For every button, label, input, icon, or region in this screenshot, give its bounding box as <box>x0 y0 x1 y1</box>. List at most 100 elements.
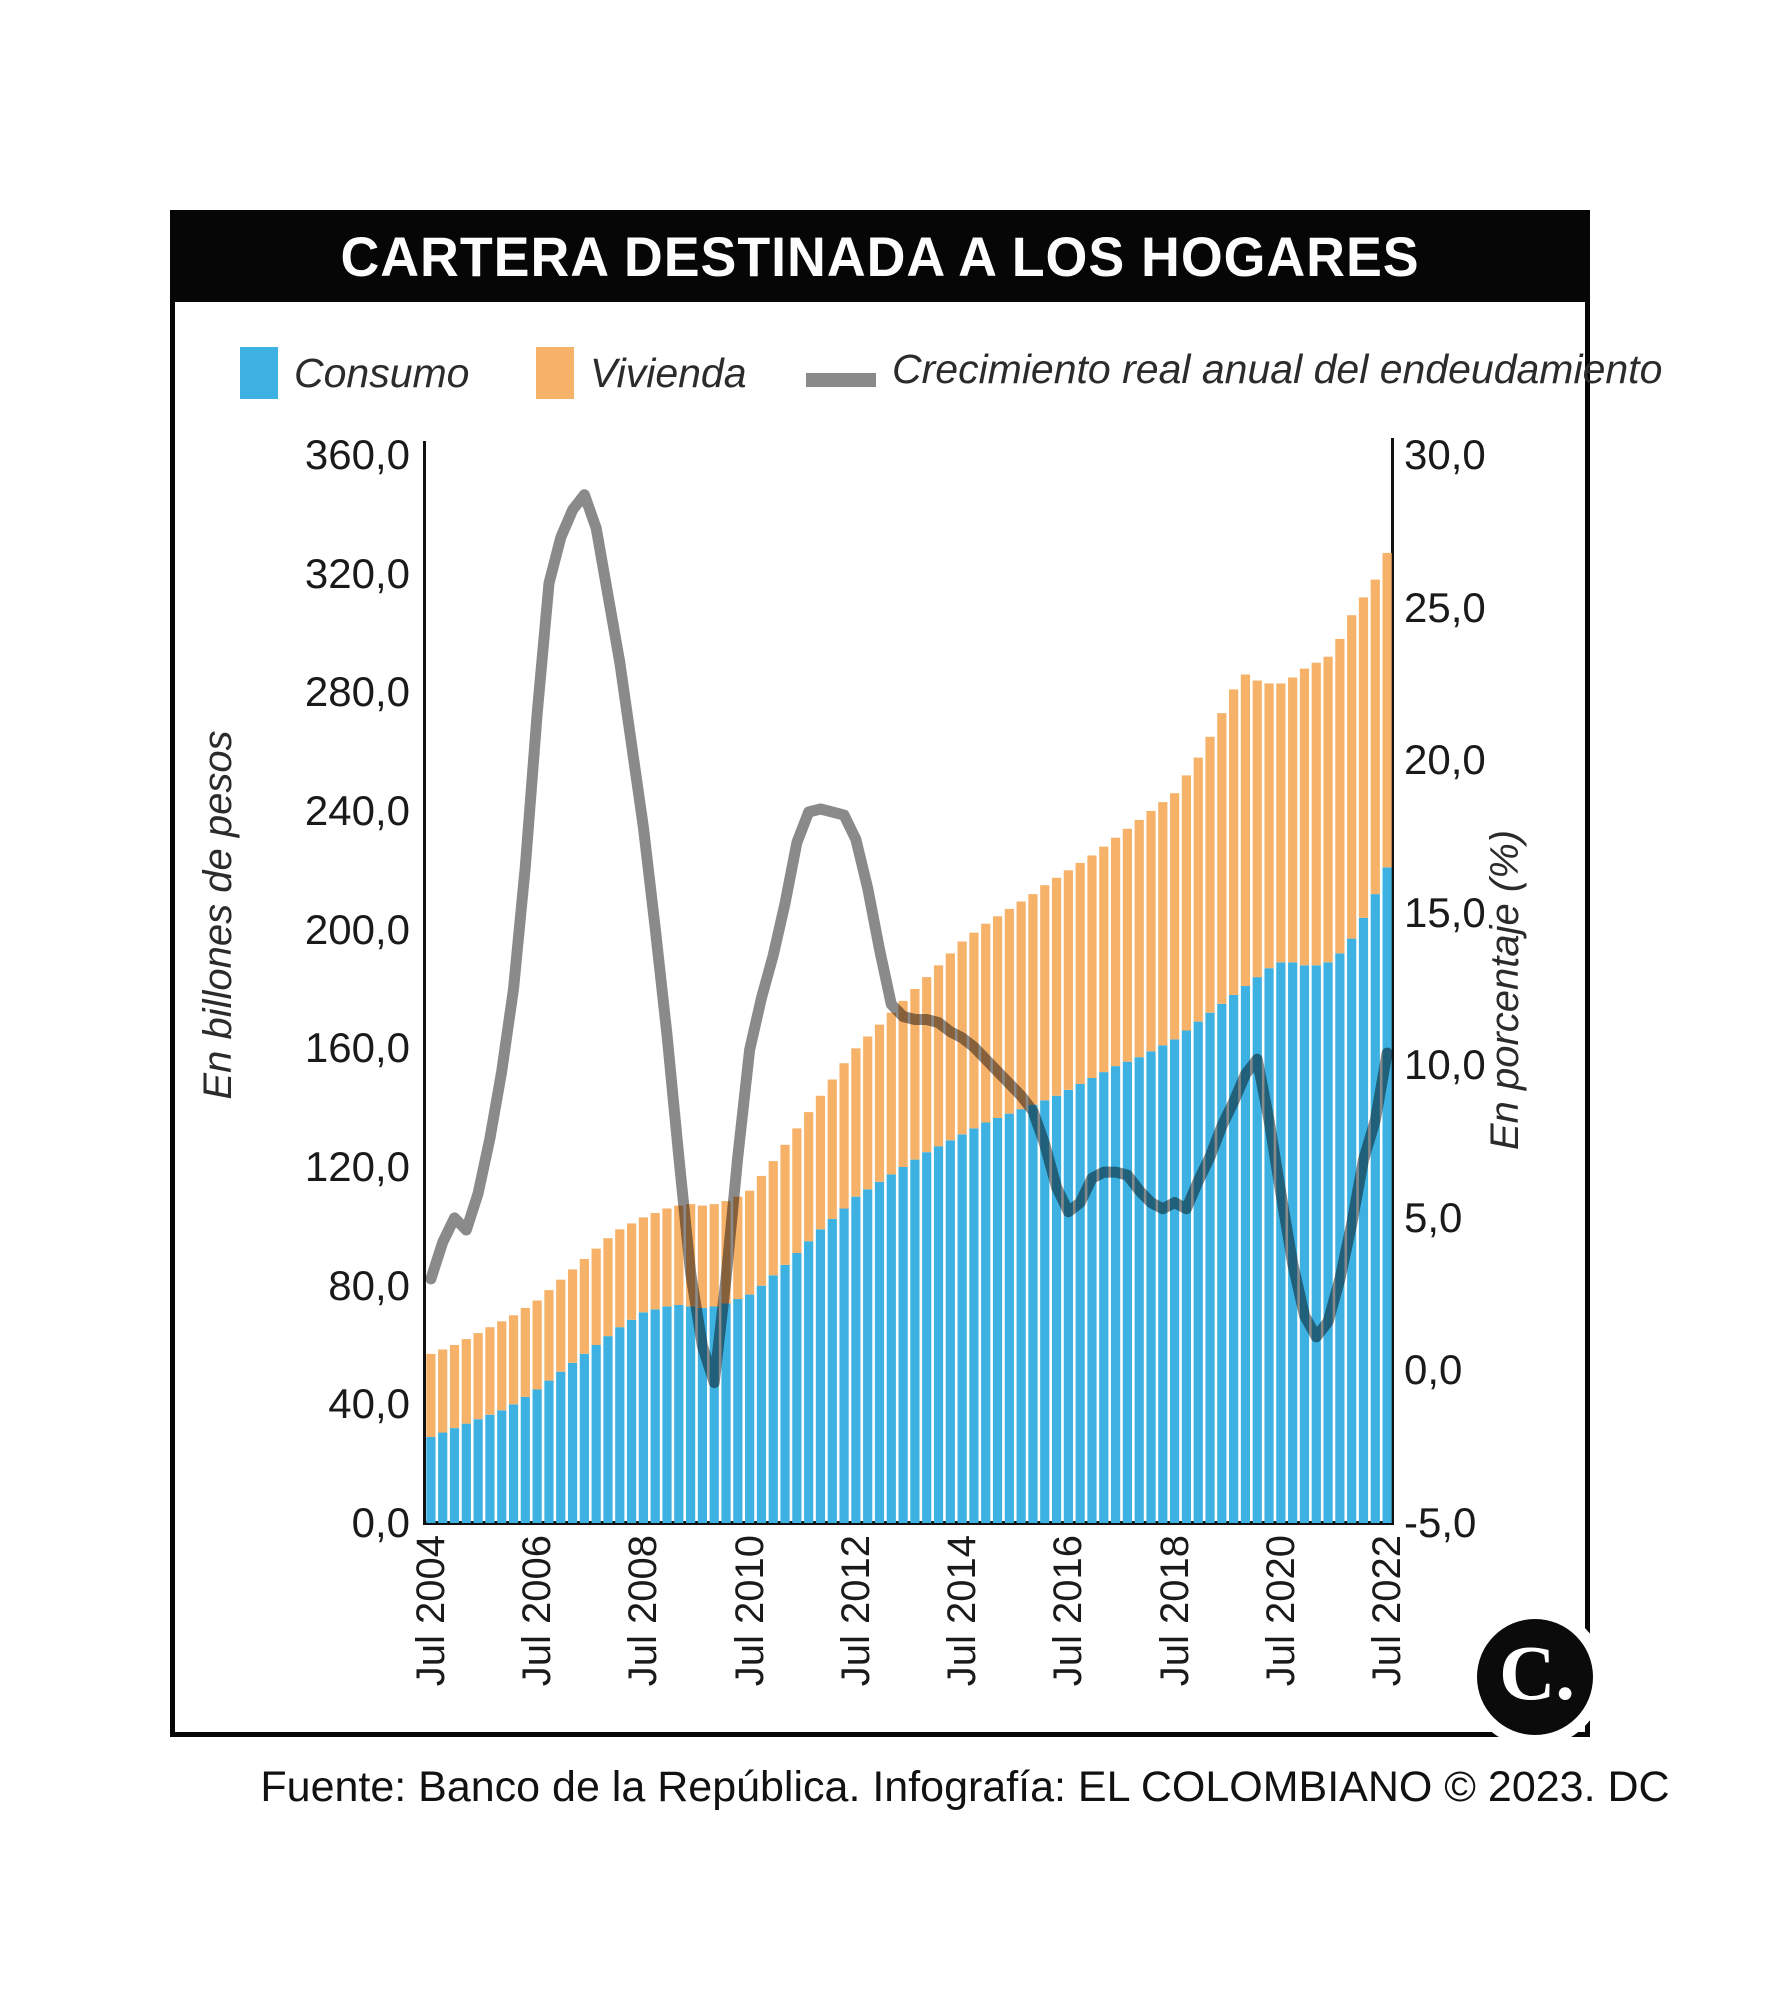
left-axis-tick: 80,0 <box>328 1262 410 1309</box>
bar-vivienda <box>1358 597 1369 918</box>
bar-vivienda <box>815 1095 826 1230</box>
bar-consumo <box>957 1134 967 1523</box>
growth-line <box>425 489 1393 1389</box>
bar-consumo <box>626 1319 637 1523</box>
right-axis-line <box>1391 438 1394 1525</box>
bar-consumo <box>1158 1045 1168 1523</box>
vivienda-swatch-icon <box>536 347 574 399</box>
bar-vivienda <box>1240 674 1251 986</box>
bar-vivienda <box>1288 677 1298 963</box>
bar-consumo <box>544 1380 554 1523</box>
bar-vivienda <box>1370 579 1380 895</box>
bar-vivienda <box>1051 877 1062 1096</box>
bar-vivienda <box>1181 775 1192 1031</box>
bar-vivienda <box>485 1327 495 1415</box>
x-axis-tick: Jul 2022 <box>1365 1535 1409 1687</box>
bar-vivienda <box>1311 662 1321 966</box>
bar-vivienda <box>461 1339 471 1424</box>
x-axis-tick: Jul 2016 <box>1046 1535 1090 1687</box>
bar-consumo <box>591 1345 601 1523</box>
bar-consumo <box>745 1294 755 1523</box>
bar-consumo <box>1063 1089 1073 1523</box>
bar-vivienda <box>1193 757 1203 1022</box>
bar-consumo <box>768 1275 778 1523</box>
bar-consumo <box>686 1306 696 1523</box>
bar-vivienda <box>839 1063 849 1209</box>
bar-vivienda <box>910 989 920 1160</box>
bar-vivienda <box>933 965 944 1147</box>
bar-consumo <box>1323 962 1333 1523</box>
right-axis-tick: 20,0 <box>1404 736 1486 783</box>
legend-label-crecimiento: Crecimiento real anual del endeudamiento <box>892 346 1663 392</box>
x-axis-tick: Jul 2010 <box>728 1535 772 1687</box>
bar-consumo <box>933 1146 944 1523</box>
bar-consumo <box>449 1428 460 1523</box>
legend-label-vivienda: Vivienda <box>590 349 747 396</box>
bar-consumo <box>1075 1083 1085 1523</box>
bar-vivienda <box>922 977 932 1153</box>
bar-vivienda <box>863 1036 873 1190</box>
left-axis-line <box>423 441 426 1525</box>
bar-vivienda <box>1205 736 1215 1013</box>
right-axis-tick: 5,0 <box>1404 1194 1463 1241</box>
bar-consumo <box>1370 894 1380 1523</box>
legend-item-vivienda: Vivienda <box>536 347 747 399</box>
bar-vivienda <box>1252 680 1262 978</box>
bar-vivienda <box>992 916 1003 1118</box>
page-title: CARTERA DESTINADA A LOS HOGARES <box>340 224 1420 288</box>
left-axis-tick: 320,0 <box>304 550 410 597</box>
bar-vivienda <box>886 1012 896 1175</box>
bar-vivienda <box>1158 802 1168 1046</box>
consumo-swatch-icon <box>240 347 278 399</box>
left-axis-tick: 280,0 <box>304 668 410 715</box>
bar-vivienda <box>426 1353 436 1437</box>
left-axis-tick: 40,0 <box>328 1380 410 1427</box>
bar-consumo <box>615 1327 625 1523</box>
bar-consumo <box>863 1189 873 1524</box>
el-colombiano-logo: C. <box>1477 1619 1593 1735</box>
x-axis-tick: Jul 2020 <box>1259 1535 1303 1687</box>
title-bar: CARTERA DESTINADA A LOS HOGARES <box>170 210 1590 302</box>
bar-consumo <box>1181 1030 1192 1523</box>
bar-consumo <box>1358 917 1369 1523</box>
bar-vivienda <box>449 1345 460 1429</box>
bar-consumo <box>910 1159 920 1523</box>
bar-vivienda <box>1087 855 1097 1078</box>
x-axis-line <box>423 1521 1394 1525</box>
bar-consumo <box>1382 867 1392 1523</box>
bar-consumo <box>1099 1072 1109 1523</box>
bar-vivienda <box>745 1190 755 1295</box>
left-axis-tick: 360,0 <box>304 431 410 478</box>
bar-consumo <box>874 1181 885 1523</box>
bar-consumo <box>1264 968 1274 1523</box>
bar-vivienda <box>532 1300 542 1390</box>
bar-consumo <box>674 1305 684 1523</box>
bar-consumo <box>815 1229 826 1523</box>
bar-consumo <box>1193 1021 1203 1523</box>
bar-vivienda <box>626 1223 637 1320</box>
bar-vivienda <box>898 1000 908 1167</box>
legend-label-consumo: Consumo <box>294 349 470 396</box>
bar-consumo <box>898 1167 908 1523</box>
bar-vivienda <box>1063 870 1073 1090</box>
bar-consumo <box>426 1437 436 1523</box>
bar-consumo <box>567 1362 578 1523</box>
right-axis-tick: 15,0 <box>1404 889 1486 936</box>
bar-vivienda <box>697 1205 708 1308</box>
bar-consumo <box>697 1307 708 1523</box>
bar-vivienda <box>674 1205 684 1305</box>
bar-consumo <box>922 1152 932 1523</box>
x-axis-tick: Jul 2008 <box>621 1535 665 1687</box>
bar-vivienda <box>1028 894 1038 1105</box>
bar-consumo <box>1335 953 1345 1523</box>
bar-consumo <box>721 1303 731 1523</box>
bar-consumo <box>1110 1066 1121 1523</box>
legend-item-consumo: Consumo <box>240 347 469 399</box>
bar-vivienda <box>981 923 991 1123</box>
bar-vivienda <box>1040 885 1050 1101</box>
bar-consumo <box>1051 1095 1062 1523</box>
bar-consumo <box>1087 1078 1097 1523</box>
bar-vivienda <box>1110 837 1121 1067</box>
line-swatch-icon <box>806 372 876 387</box>
